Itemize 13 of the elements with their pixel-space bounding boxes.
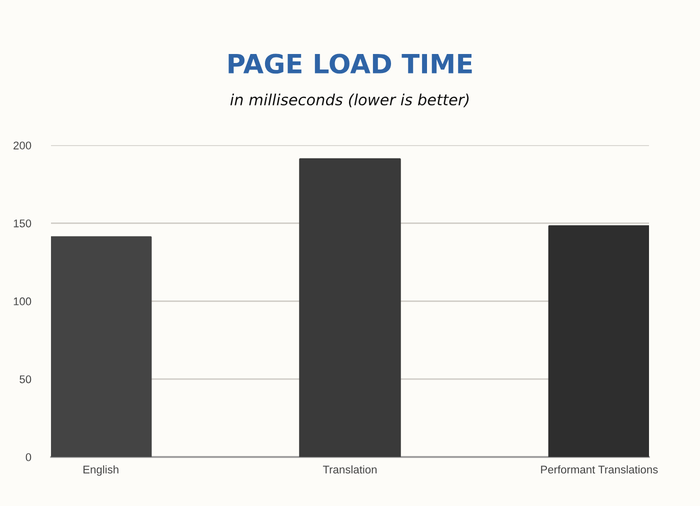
bar	[299, 158, 401, 457]
bar	[548, 225, 649, 457]
y-tick-label: 100	[14, 297, 32, 306]
x-tick-label: English	[84, 465, 118, 476]
chart-title: PAGE LOAD TIME	[228, 54, 472, 74]
y-tick-label: 50	[20, 375, 32, 384]
y-tick-label: 200	[14, 142, 32, 150]
x-tick-label: Translation	[322, 465, 377, 474]
y-tick-label: 150	[14, 219, 32, 228]
y-tick-label: 0	[26, 453, 32, 462]
bar	[51, 236, 152, 457]
chart-subtitle: in milliseconds (lower is better)	[230, 94, 469, 108]
x-tick-label: Performant Translations	[541, 465, 658, 474]
